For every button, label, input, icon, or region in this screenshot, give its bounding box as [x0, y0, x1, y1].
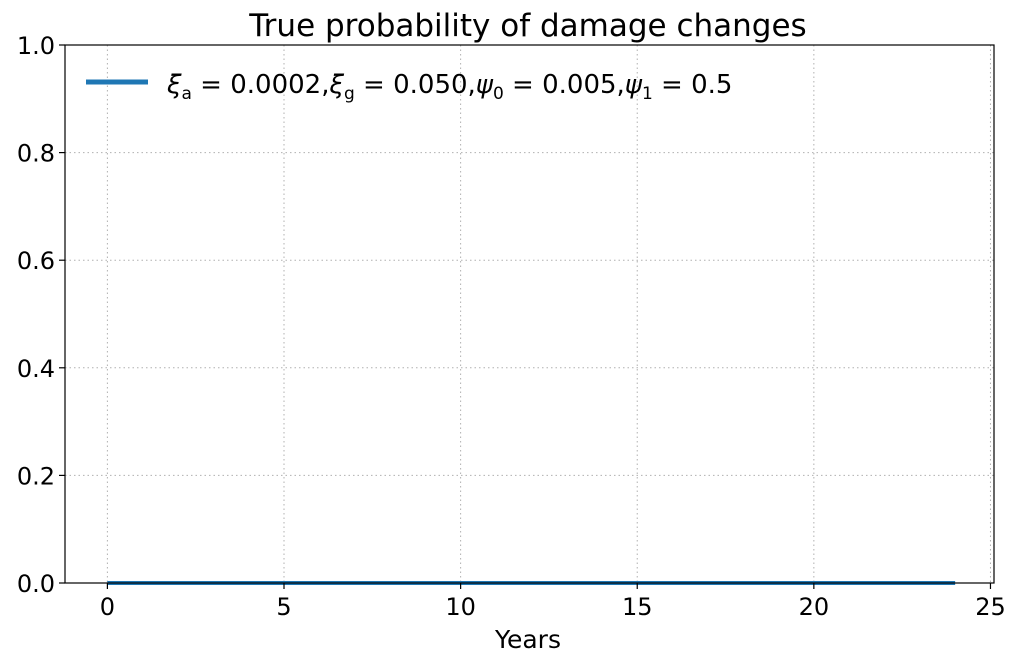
x-tick-label-0: 0	[100, 593, 115, 621]
legend: ξa = 0.0002,ξg = 0.050,ψ0 = 0.005,ψ1 = 0…	[86, 70, 732, 104]
x-tick-label-5: 25	[975, 593, 1006, 621]
y-tick-label-4: 0.8	[17, 140, 55, 168]
y-tick-label-3: 0.6	[17, 247, 55, 275]
x-tick-label-3: 15	[622, 593, 653, 621]
x-tick-label-1: 5	[276, 593, 291, 621]
y-tick-label-1: 0.2	[17, 462, 55, 490]
legend-label: ξa = 0.0002,ξg = 0.050,ψ0 = 0.005,ψ1 = 0…	[166, 70, 732, 104]
plot-frame	[64, 44, 995, 584]
chart-title: True probability of damage changes	[248, 8, 806, 44]
y-tick-label-0: 0.0	[17, 570, 55, 598]
y-tick-label-2: 0.4	[17, 355, 55, 383]
x-tick-label-2: 10	[445, 593, 476, 621]
y-tick-label-5: 1.0	[17, 32, 55, 60]
ticks: 0 5 10 15 20 25 0.0 0.2 0.4 0.6 0.8 1.0	[17, 32, 1006, 621]
x-axis-label: Years	[494, 625, 561, 654]
x-tick-label-4: 20	[799, 593, 830, 621]
